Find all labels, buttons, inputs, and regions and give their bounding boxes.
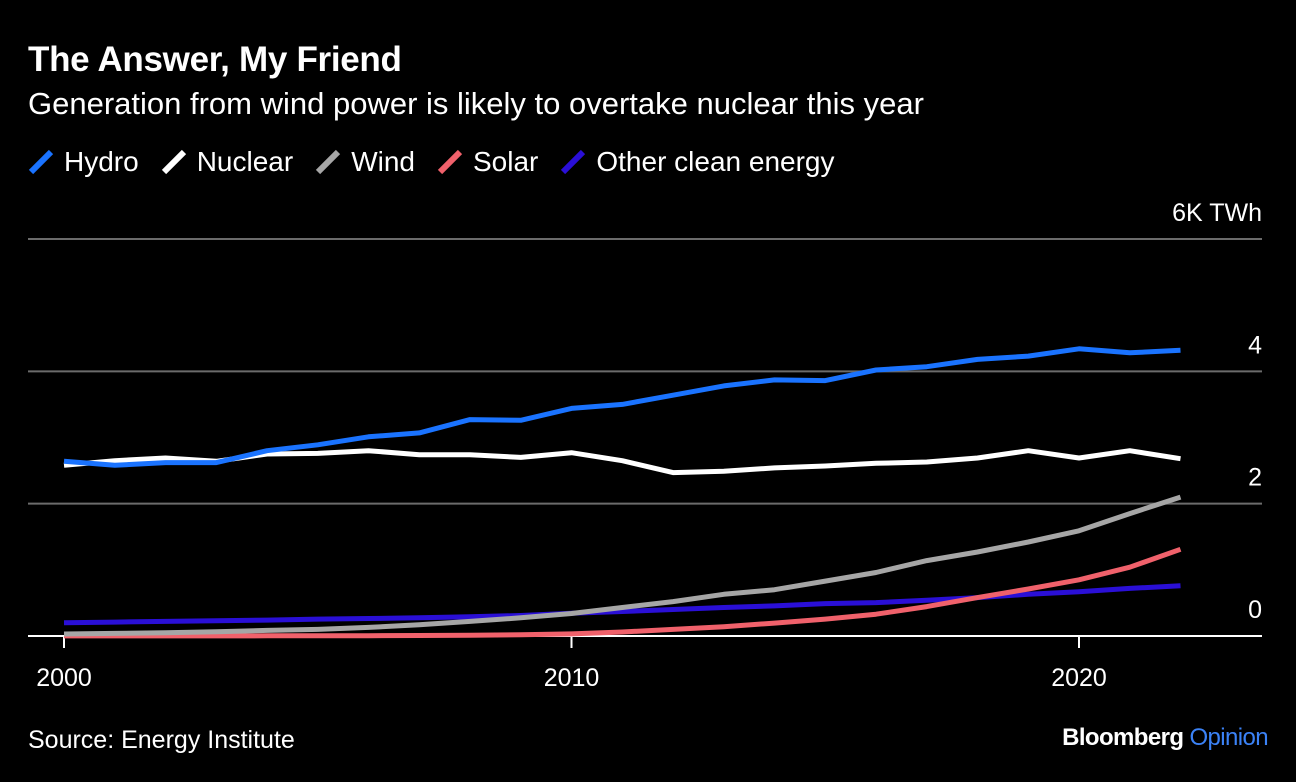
legend-label-nuclear: Nuclear: [196, 146, 294, 177]
legend: Hydro Nuclear Wind Solar Other clean ene…: [28, 146, 835, 178]
legend-swatch-nuclear: [161, 149, 186, 175]
legend-swatch-solar: [437, 149, 463, 175]
legend-item-nuclear: Nuclear: [161, 146, 293, 178]
legend-label-other-clean-energy: Other clean energy: [596, 146, 835, 177]
y-tick-label: 4: [1248, 331, 1262, 359]
legend-swatch-wind: [316, 149, 341, 175]
brand-main: Bloomberg: [1062, 724, 1184, 751]
legend-label-solar: Solar: [472, 146, 539, 177]
x-tick-label: 2000: [36, 664, 92, 692]
legend-item-solar: Solar: [437, 146, 538, 178]
y-tick-labels: 0 2 4 6K TWh: [1172, 199, 1262, 624]
brand-logo: Bloomberg Opinion: [1062, 724, 1268, 752]
y-tick-label: 0: [1248, 596, 1262, 624]
series-line-nuclear: [63, 448, 1181, 476]
x-tick-label: 2010: [544, 664, 600, 692]
legend-item-hydro: Hydro: [28, 146, 139, 178]
x-tick-labels: 2000 2010 2020: [36, 636, 1107, 692]
series-line-hydro: [63, 346, 1181, 468]
legend-item-wind: Wind: [315, 146, 415, 178]
x-tick-label: 2020: [1051, 664, 1107, 692]
source-note: Source: Energy Institute: [28, 726, 295, 754]
series-line-solar: [64, 546, 1182, 639]
chart-subtitle: Generation from wind power is likely to …: [28, 86, 924, 121]
y-tick-label: 6K TWh: [1172, 199, 1262, 227]
chart-title: The Answer, My Friend: [28, 40, 402, 79]
legend-swatch-other-clean-energy: [561, 149, 586, 175]
gridlines: [28, 238, 1262, 637]
y-tick-label: 2: [1248, 464, 1262, 492]
legend-item-other-clean-energy: Other clean energy: [560, 146, 835, 178]
brand-accent: Opinion: [1189, 724, 1268, 751]
legend-label-wind: Wind: [351, 146, 415, 177]
legend-swatch-hydro: [28, 149, 54, 175]
series-lines: [63, 346, 1182, 639]
legend-label-hydro: Hydro: [64, 146, 139, 177]
series-line-wind: [63, 494, 1182, 637]
